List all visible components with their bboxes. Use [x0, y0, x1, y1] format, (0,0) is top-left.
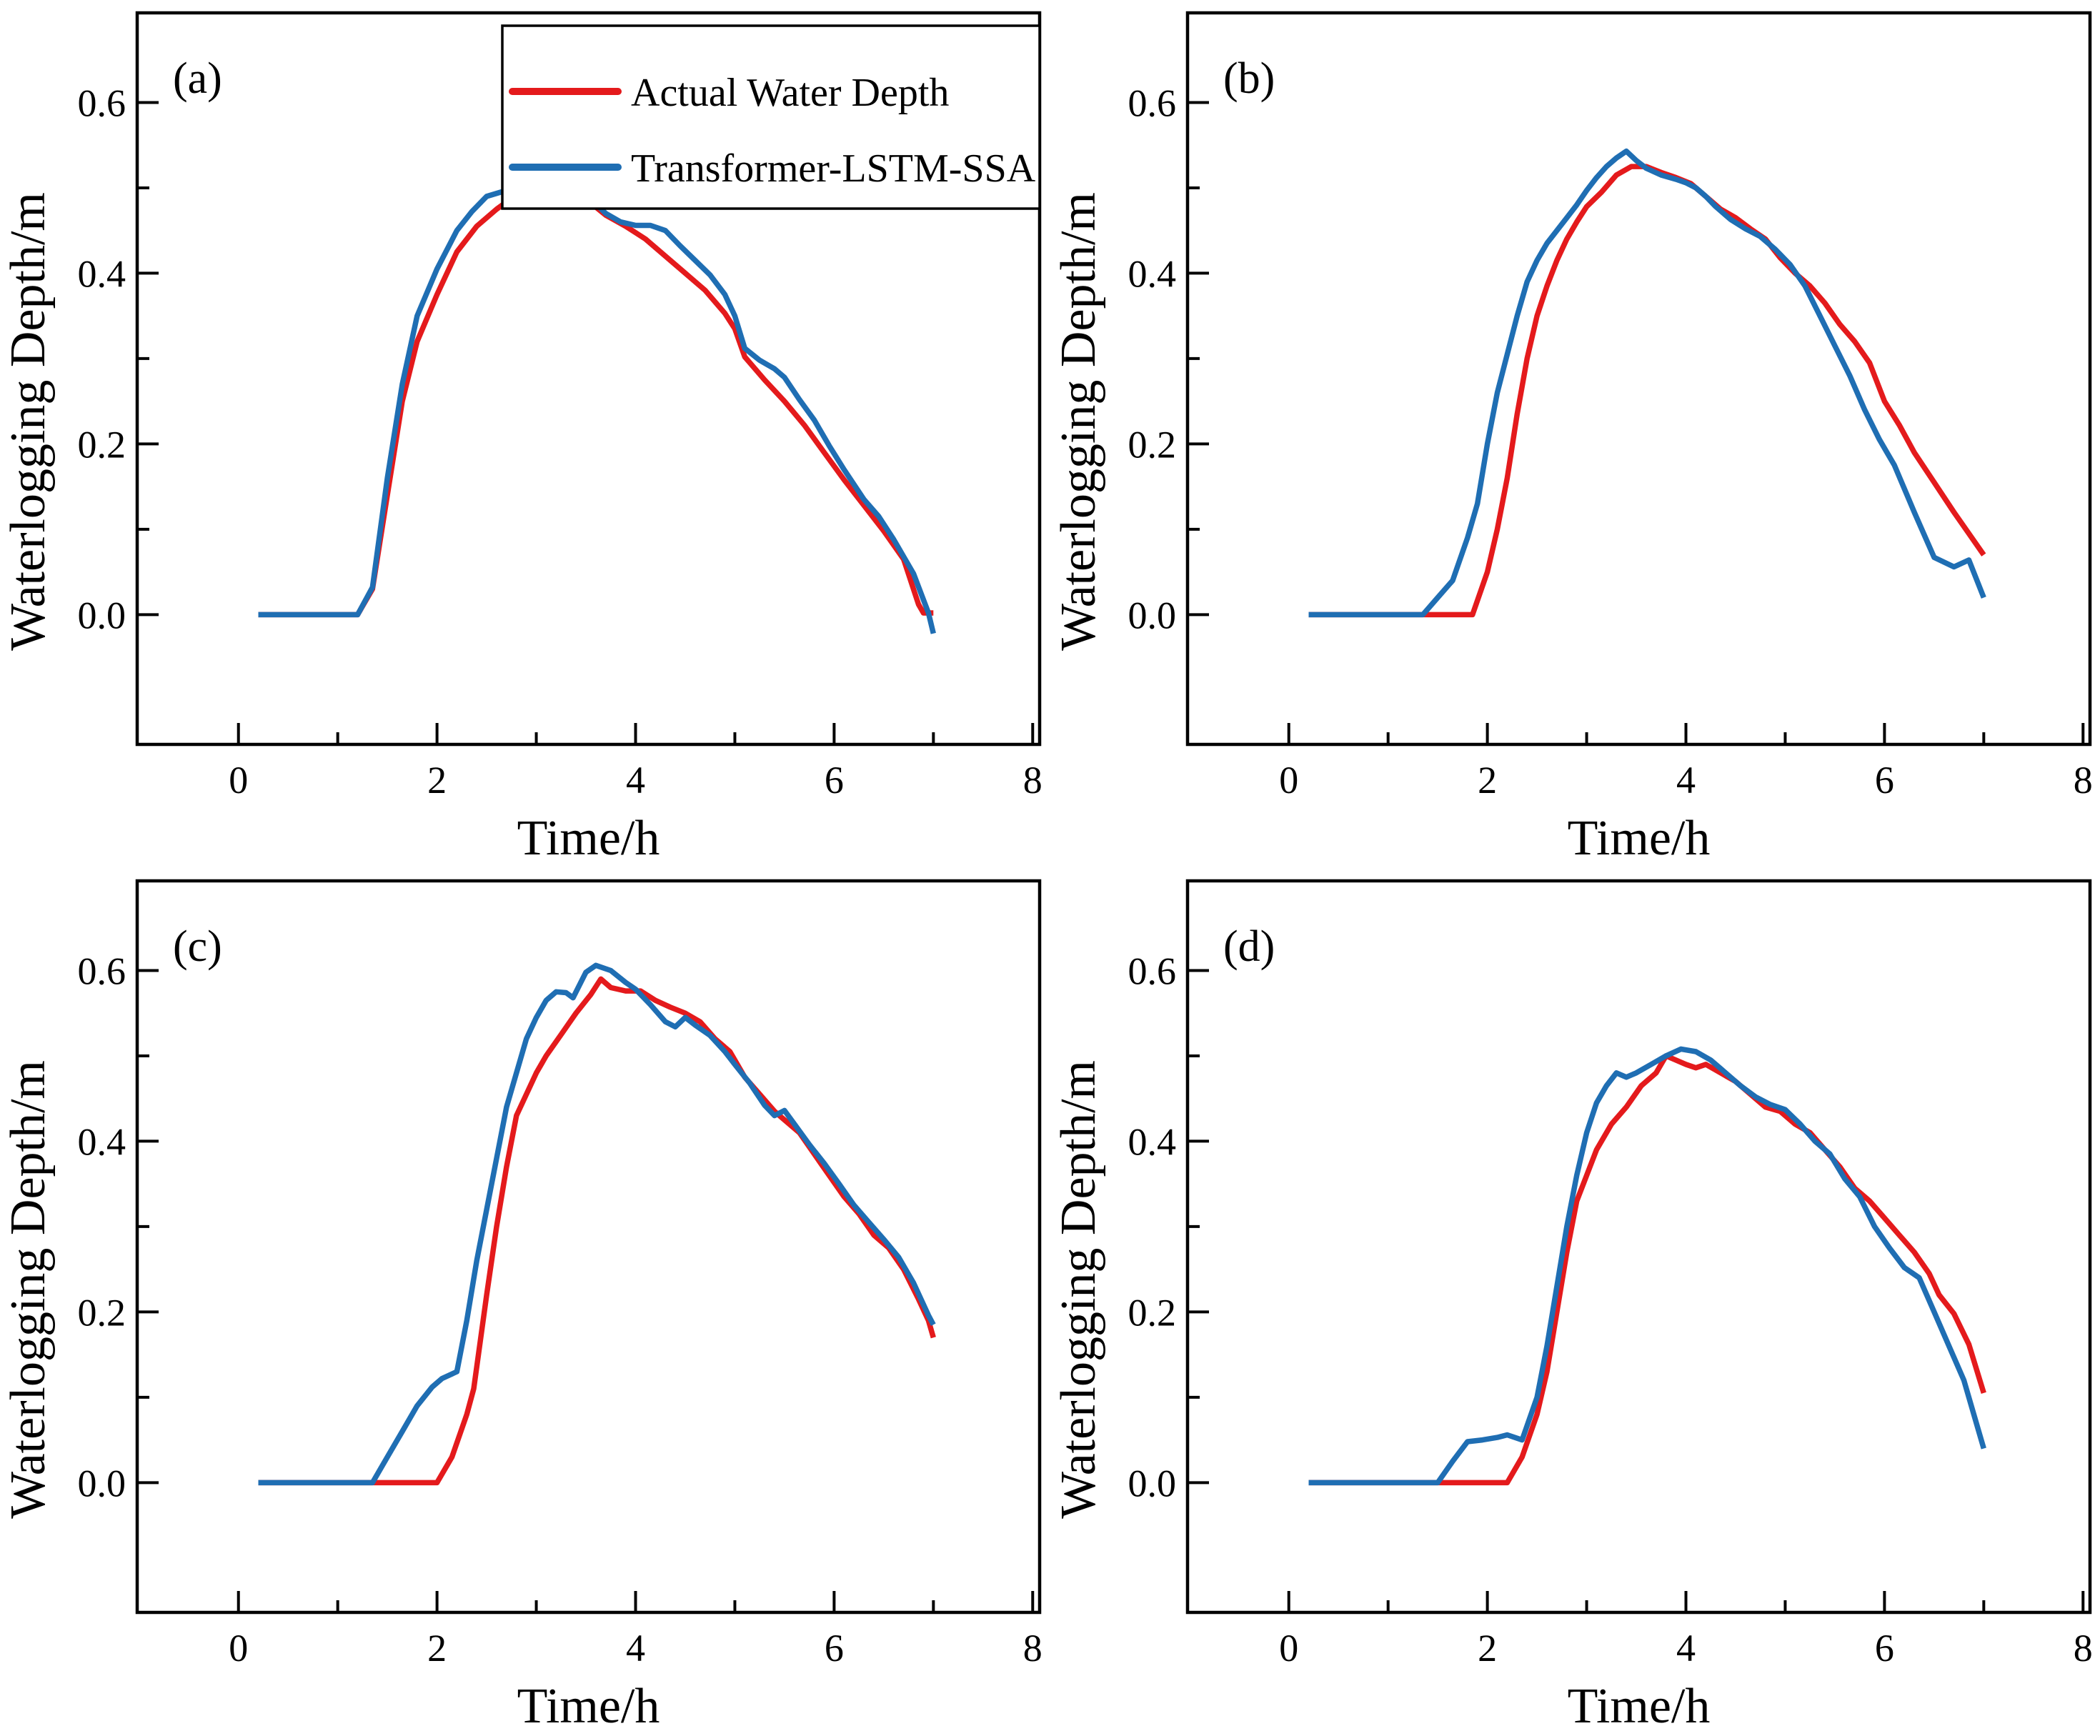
x-tick-label: 6: [825, 759, 844, 802]
x-tick-label: 8: [2074, 759, 2093, 802]
y-tick-label: 0.4: [78, 252, 126, 295]
x-tick-label: 2: [427, 1627, 447, 1670]
panel-b-chart: 0 2 4 6 8 0.0 0.2 0.4 0.6 Time/h Waterlogging Dept…: [1051, 11, 2093, 866]
series-line-model: [258, 962, 936, 1486]
panel-a-chart: 0 2 4 6 8 0.0 0.2 0.4 0.6 Time/h Waterlogging Dept…: [1, 11, 1042, 866]
x-tick-label: 8: [2074, 1627, 2093, 1670]
x-tick-label: 2: [427, 759, 447, 802]
y-tick-label: 0.4: [78, 1120, 126, 1163]
legend-label: Actual Water Depth: [631, 71, 949, 115]
y-tick-label: 0.6: [1128, 81, 1177, 124]
x-axis-title: Time/h: [517, 1679, 660, 1734]
y-axis-title: Waterlogging Depth/m: [1, 192, 56, 651]
legend-label: Transformer-LSTM-SSA: [631, 146, 1036, 191]
x-tick-label: 6: [1875, 759, 1894, 802]
plot-frame: [1185, 11, 2092, 747]
x-tick-label: 6: [825, 1627, 844, 1670]
series-line-model: [1308, 148, 1986, 618]
y-axis-title: Waterlogging Depth/m: [1051, 1060, 1106, 1519]
plot-frame: [135, 11, 1042, 747]
panel-letter: (a): [173, 54, 222, 103]
plot-frame: [1185, 879, 2092, 1615]
series-line-model: [258, 178, 936, 634]
x-tick-label: 4: [626, 759, 645, 802]
y-tick-label: 0.6: [78, 81, 126, 124]
x-tick-label: 0: [229, 759, 248, 802]
y-tick-label: 0.6: [78, 949, 126, 992]
x-tick-label: 8: [1023, 1627, 1042, 1670]
legend-box: [501, 24, 1041, 210]
panel-d-chart: 0 2 4 6 8 0.0 0.2 0.4 0.6 Time/h Waterlogging Dept…: [1051, 879, 2093, 1734]
x-axis-title: Time/h: [1568, 811, 1711, 866]
y-tick-label: 0.4: [1128, 1120, 1177, 1163]
panel-a: 0 2 4 6 8 0.0 0.2 0.4 0.6 Time/h Waterlogging Dept…: [0, 0, 1050, 868]
x-tick-label: 2: [1478, 1627, 1497, 1670]
y-tick-label: 0.0: [1128, 1462, 1177, 1505]
x-tick-label: 8: [1023, 759, 1042, 802]
panel-c: 0 2 4 6 8 0.0 0.2 0.4 0.6 Time/h Waterlogging Dept…: [0, 868, 1050, 1736]
y-tick-label: 0.2: [1128, 423, 1177, 466]
series-line-actual: [258, 185, 934, 618]
x-tick-label: 2: [1478, 759, 1497, 802]
y-axis-title: Waterlogging Depth/m: [1051, 192, 1106, 651]
x-tick-label: 6: [1875, 1627, 1894, 1670]
series-line-actual: [258, 976, 936, 1486]
plot-frame: [135, 879, 1042, 1615]
series-line-actual: [1308, 1053, 1986, 1486]
y-tick-label: 0.0: [1128, 594, 1177, 637]
x-tick-label: 0: [1279, 759, 1298, 802]
y-tick-label: 0.2: [78, 423, 126, 466]
x-tick-label: 4: [626, 1627, 645, 1670]
panel-b: 0 2 4 6 8 0.0 0.2 0.4 0.6 Time/h Waterlogging Dept…: [1050, 0, 2100, 868]
x-tick-label: 0: [229, 1627, 248, 1670]
y-tick-label: 0.6: [1128, 949, 1177, 992]
y-tick-label: 0.2: [1128, 1291, 1177, 1334]
series-line-model: [1308, 1046, 1986, 1486]
panel-c-chart: 0 2 4 6 8 0.0 0.2 0.4 0.6 Time/h Waterlogging Dept…: [1, 879, 1042, 1734]
panel-letter: (c): [173, 922, 222, 971]
panel-letter: (d): [1223, 922, 1275, 971]
series-line-actual: [1308, 164, 1986, 618]
x-axis-title: Time/h: [517, 811, 660, 866]
y-axis-title: Waterlogging Depth/m: [1, 1060, 56, 1519]
y-tick-label: 0.0: [78, 594, 126, 637]
y-tick-label: 0.4: [1128, 252, 1177, 295]
y-tick-label: 0.2: [78, 1291, 126, 1334]
x-tick-label: 4: [1676, 759, 1696, 802]
panel-letter: (b): [1223, 54, 1275, 103]
x-axis-title: Time/h: [1568, 1679, 1711, 1734]
x-tick-label: 4: [1676, 1627, 1696, 1670]
y-tick-label: 0.0: [78, 1462, 126, 1505]
panel-d: 0 2 4 6 8 0.0 0.2 0.4 0.6 Time/h Waterlogging Dept…: [1050, 868, 2100, 1736]
x-tick-label: 0: [1279, 1627, 1298, 1670]
